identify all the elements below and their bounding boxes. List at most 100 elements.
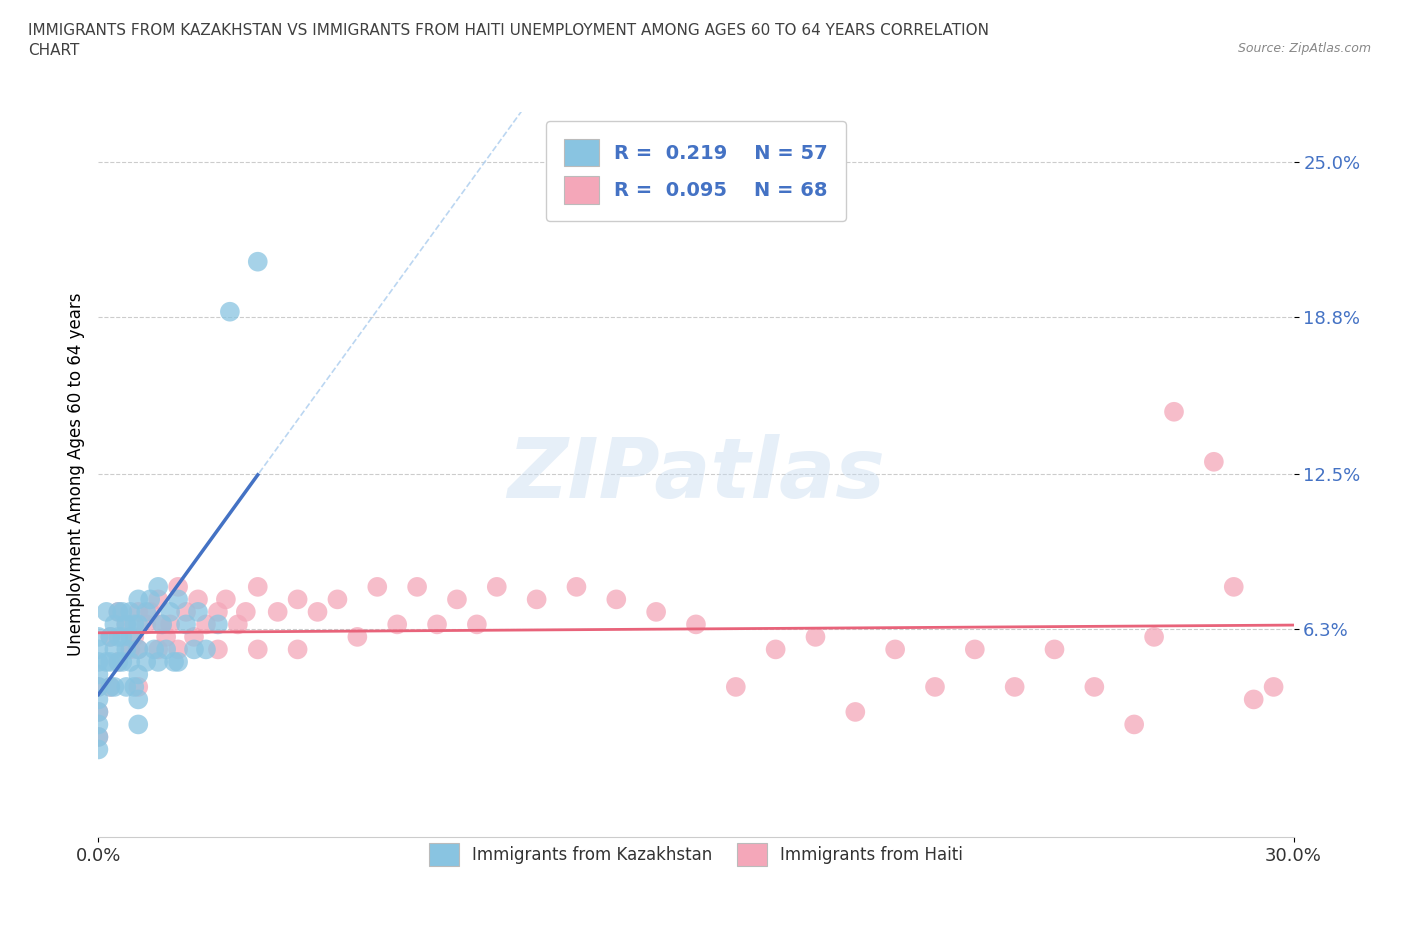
Point [235, 604, 257, 619]
Point [124, 680, 146, 695]
Point [124, 630, 146, 644]
Point [115, 680, 138, 695]
Point [163, 655, 186, 670]
Point [120, 642, 142, 657]
Point [120, 630, 142, 644]
Point [385, 617, 409, 631]
Point [107, 604, 129, 619]
Point [98, 630, 122, 644]
Point [127, 680, 149, 695]
Point [159, 617, 181, 631]
Point [426, 617, 449, 631]
Point [207, 642, 229, 657]
Point [246, 254, 269, 269]
Point [115, 617, 138, 631]
Point [645, 604, 668, 619]
Point [148, 579, 170, 594]
Point [183, 630, 205, 644]
Point [98, 655, 122, 670]
Point [103, 617, 125, 631]
Legend: Immigrants from Kazakhstan, Immigrants from Haiti: Immigrants from Kazakhstan, Immigrants f… [415, 830, 977, 880]
Point [446, 591, 468, 606]
Point [115, 642, 138, 657]
Point [107, 655, 129, 670]
Point [605, 591, 627, 606]
Point [87, 729, 110, 744]
Text: IMMIGRANTS FROM KAZAKHSTAN VS IMMIGRANTS FROM HAITI UNEMPLOYMENT AMONG AGES 60 T: IMMIGRANTS FROM KAZAKHSTAN VS IMMIGRANTS… [28, 23, 988, 58]
Point [167, 655, 190, 670]
Point [207, 604, 229, 619]
Point [183, 642, 205, 657]
Point [87, 692, 110, 707]
Point [159, 604, 181, 619]
Point [1004, 680, 1026, 695]
Point [167, 591, 190, 606]
Point [174, 604, 197, 619]
Point [103, 680, 125, 695]
Point [87, 742, 110, 757]
Point [155, 642, 177, 657]
Point [148, 655, 170, 670]
Point [120, 604, 142, 619]
Point [127, 692, 149, 707]
Point [87, 630, 110, 644]
Point [107, 604, 129, 619]
Point [87, 680, 110, 695]
Point [226, 617, 249, 631]
Point [884, 642, 907, 657]
Point [1263, 680, 1285, 695]
Point [219, 304, 242, 319]
Point [139, 604, 162, 619]
Point [107, 630, 129, 644]
Point [127, 604, 149, 619]
Point [135, 604, 157, 619]
Point [150, 617, 173, 631]
Point [215, 591, 238, 606]
Point [804, 630, 827, 644]
Point [107, 655, 129, 670]
Point [1143, 630, 1166, 644]
Point [148, 591, 170, 606]
Point [765, 642, 787, 657]
Point [207, 617, 229, 631]
Point [1163, 405, 1185, 419]
Point [98, 680, 122, 695]
Point [87, 642, 110, 657]
Point [135, 655, 157, 670]
Point [1223, 579, 1246, 594]
Point [127, 617, 149, 631]
Point [485, 579, 508, 594]
Point [924, 680, 946, 695]
Point [127, 667, 149, 682]
Point [139, 591, 162, 606]
Y-axis label: Unemployment Among Ages 60 to 64 years: Unemployment Among Ages 60 to 64 years [66, 293, 84, 656]
Point [87, 729, 110, 744]
Point [465, 617, 488, 631]
Point [124, 617, 146, 631]
Point [87, 705, 110, 720]
Point [127, 591, 149, 606]
Point [526, 591, 548, 606]
Point [96, 655, 118, 670]
Point [143, 642, 166, 657]
Point [724, 680, 747, 695]
Point [195, 642, 218, 657]
Point [87, 705, 110, 720]
Point [1083, 680, 1105, 695]
Text: Source: ZipAtlas.com: Source: ZipAtlas.com [1237, 42, 1371, 55]
Point [366, 579, 388, 594]
Point [406, 579, 429, 594]
Point [167, 642, 190, 657]
Point [685, 617, 707, 631]
Point [111, 604, 134, 619]
Point [1243, 692, 1265, 707]
Point [565, 579, 588, 594]
Point [127, 642, 149, 657]
Point [187, 604, 209, 619]
Point [187, 591, 209, 606]
Point [1043, 642, 1066, 657]
Point [103, 642, 125, 657]
Point [96, 604, 118, 619]
Point [346, 630, 368, 644]
Point [127, 717, 149, 732]
